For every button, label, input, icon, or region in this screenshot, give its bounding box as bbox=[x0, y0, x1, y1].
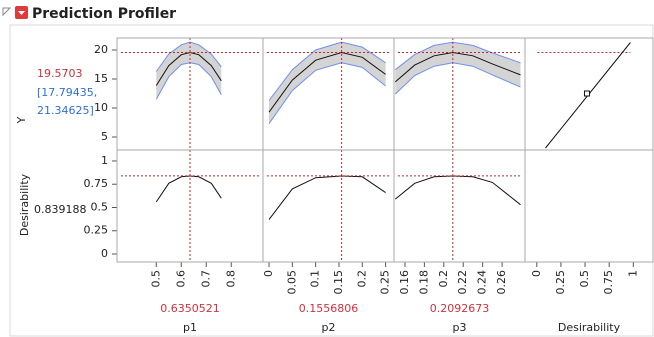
confidence-band bbox=[395, 42, 521, 95]
x-tick-label: 0.6 bbox=[174, 270, 187, 288]
x-tick-label: 0.24 bbox=[476, 270, 489, 295]
y-tick-label: 0.25 bbox=[84, 224, 109, 237]
prediction-curve bbox=[268, 51, 386, 113]
desirability-curve bbox=[268, 175, 386, 220]
x-tick-label: 0.2 bbox=[355, 270, 368, 288]
prediction-curve bbox=[394, 51, 521, 83]
x-tick-label: 0.2 bbox=[437, 270, 450, 288]
current-value: 0.6350521 bbox=[160, 302, 220, 315]
x-tick-label: 0.26 bbox=[495, 270, 508, 295]
x-tick-label: 0.18 bbox=[417, 270, 430, 295]
x-tick-label: 0.75 bbox=[602, 270, 615, 295]
upper-bound bbox=[268, 41, 386, 101]
confidence-band bbox=[269, 42, 386, 124]
x-tick-label: 0.05 bbox=[285, 270, 298, 295]
x-tick-label: 0.22 bbox=[456, 270, 469, 295]
desirability-curve bbox=[394, 175, 521, 206]
current-value: 0.2092673 bbox=[430, 302, 490, 315]
factor-name: Desirability bbox=[558, 321, 621, 334]
collapse-toggle[interactable] bbox=[2, 7, 12, 17]
factor-name: p1 bbox=[183, 321, 197, 334]
x-tick-label: 0.15 bbox=[332, 270, 345, 295]
x-tick-label: 0 bbox=[530, 270, 543, 277]
response-value: 19.5703 bbox=[37, 67, 83, 80]
confidence-band bbox=[156, 42, 222, 100]
ci-lower: [17.79435, bbox=[37, 86, 97, 99]
factor-name: p3 bbox=[453, 321, 467, 334]
x-tick-label: 0.7 bbox=[199, 270, 212, 288]
y-tick-label: 10 bbox=[94, 101, 108, 114]
y-tick-label: 15 bbox=[94, 72, 108, 85]
factor-name: p2 bbox=[322, 321, 336, 334]
desirability-label: Desirability bbox=[18, 173, 31, 236]
desirability-handle bbox=[583, 90, 590, 97]
y-tick-label: 0 bbox=[101, 247, 108, 260]
desirability-value: 0.839188 bbox=[34, 203, 87, 216]
x-tick-label: 0 bbox=[262, 270, 275, 277]
x-tick-label: 0.5 bbox=[149, 270, 162, 288]
y-tick-label: 5 bbox=[101, 130, 108, 143]
menu-arrow bbox=[18, 11, 25, 15]
y-tick-label: 1 bbox=[101, 154, 108, 167]
desirability-curve bbox=[155, 175, 222, 203]
panel bbox=[393, 149, 526, 263]
x-tick-label: 0.25 bbox=[554, 270, 567, 295]
x-tick-label: 1 bbox=[626, 270, 639, 277]
lower-bound bbox=[268, 62, 386, 124]
panel bbox=[262, 149, 395, 263]
current-value: 0.1556806 bbox=[299, 302, 359, 315]
response-label: Y bbox=[15, 116, 28, 124]
x-tick-label: 0.1 bbox=[309, 270, 322, 288]
x-tick-label: 0.8 bbox=[224, 270, 237, 288]
y-tick-label: 20 bbox=[94, 43, 108, 56]
x-tick-label: 0.16 bbox=[398, 270, 411, 295]
y-tick-label: 0.75 bbox=[84, 177, 109, 190]
panel bbox=[524, 149, 654, 263]
x-tick-label: 0.25 bbox=[379, 270, 392, 295]
x-tick-label: 0.5 bbox=[578, 270, 591, 288]
y-tick-label: 0.5 bbox=[91, 200, 109, 213]
ci-upper: 21.34625] bbox=[37, 104, 94, 117]
title: Prediction Profiler bbox=[32, 6, 176, 22]
